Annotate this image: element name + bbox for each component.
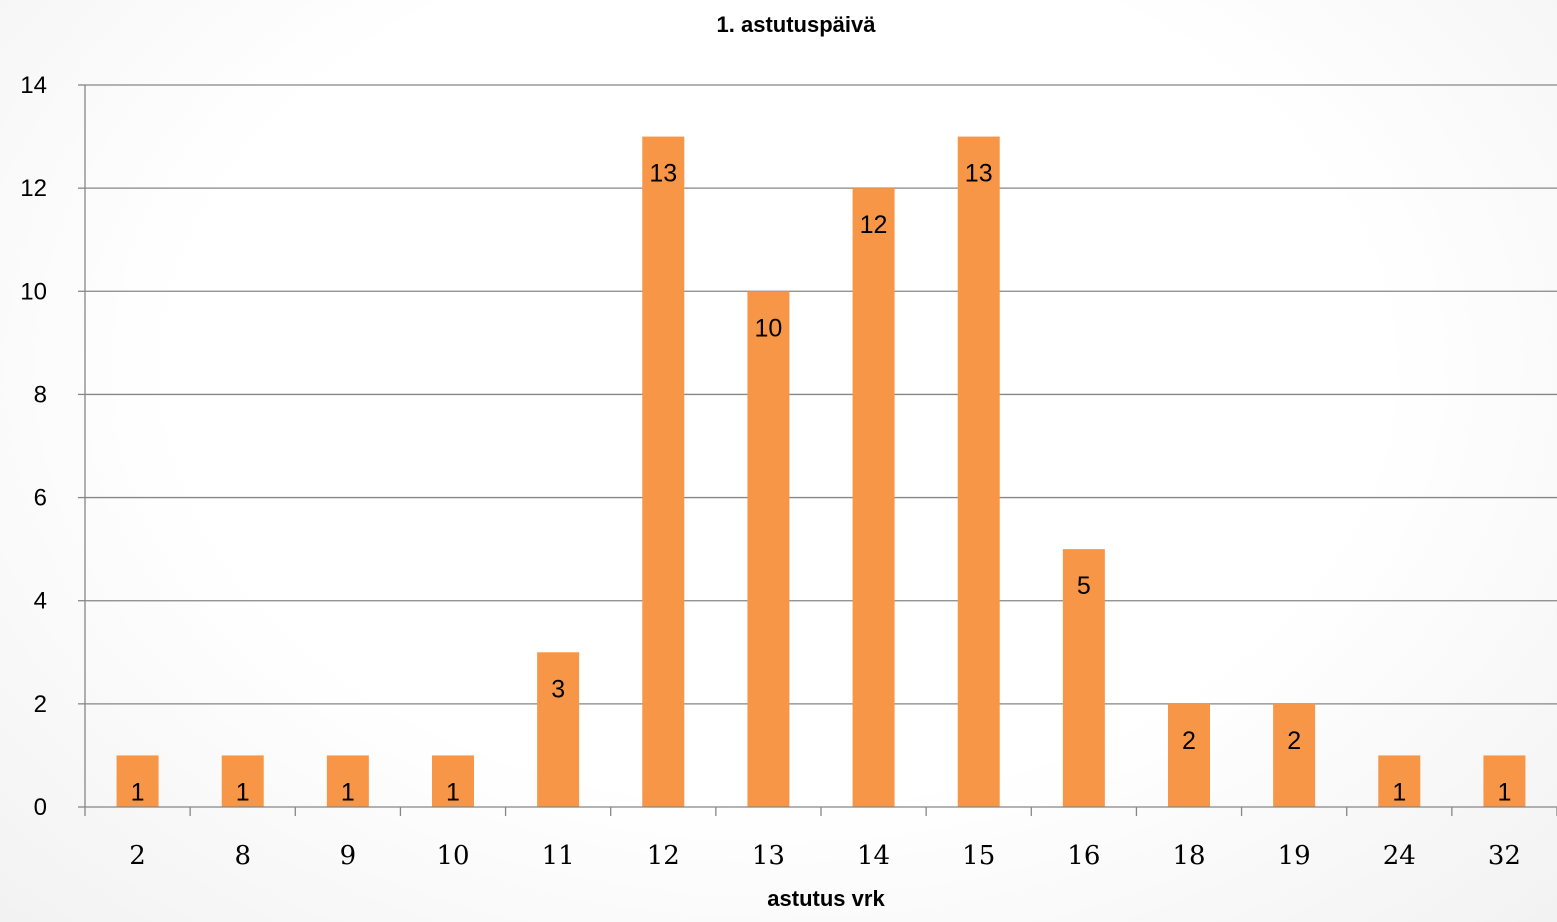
data-label: 1 (1497, 778, 1511, 806)
bar (1062, 549, 1105, 807)
data-label: 12 (860, 211, 888, 239)
bar (1273, 703, 1316, 807)
y-tick-label: 12 (20, 175, 47, 202)
bar (221, 755, 264, 807)
bar (432, 755, 474, 807)
x-tick-label: 18 (1172, 841, 1205, 871)
bar (326, 755, 369, 807)
bar (537, 652, 580, 807)
bar (1483, 755, 1526, 807)
data-label: 1 (131, 778, 145, 806)
x-tick-label: 14 (857, 841, 890, 871)
data-label: 10 (755, 314, 783, 342)
y-tick-label: 0 (34, 794, 47, 821)
bar (747, 291, 790, 807)
bars (116, 136, 1526, 808)
y-tick-label: 14 (20, 72, 47, 99)
data-label: 3 (551, 675, 565, 703)
y-tick-label: 2 (34, 691, 47, 718)
data-label: 1 (341, 778, 355, 806)
y-tick-label: 10 (20, 278, 47, 305)
y-tick-label: 4 (34, 588, 47, 615)
x-tick-label: 9 (340, 841, 357, 871)
data-label: 5 (1077, 572, 1091, 600)
x-tick-label: 10 (436, 841, 469, 871)
x-tick-label: 8 (234, 841, 251, 871)
data-label: 1 (236, 778, 250, 806)
x-tick-label: 2 (129, 841, 146, 871)
x-tick-label: 16 (1067, 841, 1100, 871)
chart-title: 1. astutuspäivä (717, 12, 877, 37)
x-tick-label: 15 (962, 841, 995, 871)
x-tick-label: 13 (752, 841, 785, 871)
bar (642, 136, 685, 808)
data-label: 2 (1287, 727, 1301, 755)
x-tick-label: 24 (1383, 841, 1416, 871)
bar (1378, 755, 1421, 807)
x-axis-title: astutus vrk (767, 886, 885, 911)
x-tick-label: 32 (1488, 841, 1521, 871)
y-tick-label: 6 (34, 485, 47, 512)
gridlines (85, 84, 1557, 705)
bar (957, 136, 1000, 808)
labels: 0246810121412181911031113121013121413155… (20, 72, 1521, 871)
x-tick-label: 19 (1278, 841, 1311, 871)
bar (116, 755, 159, 807)
data-label: 1 (1392, 778, 1406, 806)
x-tick-label: 11 (542, 841, 575, 871)
data-label: 2 (1182, 727, 1196, 755)
bar (852, 188, 895, 808)
bar (1168, 703, 1210, 807)
data-label: 1 (446, 778, 460, 806)
axes (78, 84, 1557, 816)
y-tick-label: 8 (34, 381, 47, 408)
data-label: 13 (649, 160, 677, 188)
x-tick-label: 12 (647, 841, 680, 871)
data-label: 13 (965, 160, 993, 188)
